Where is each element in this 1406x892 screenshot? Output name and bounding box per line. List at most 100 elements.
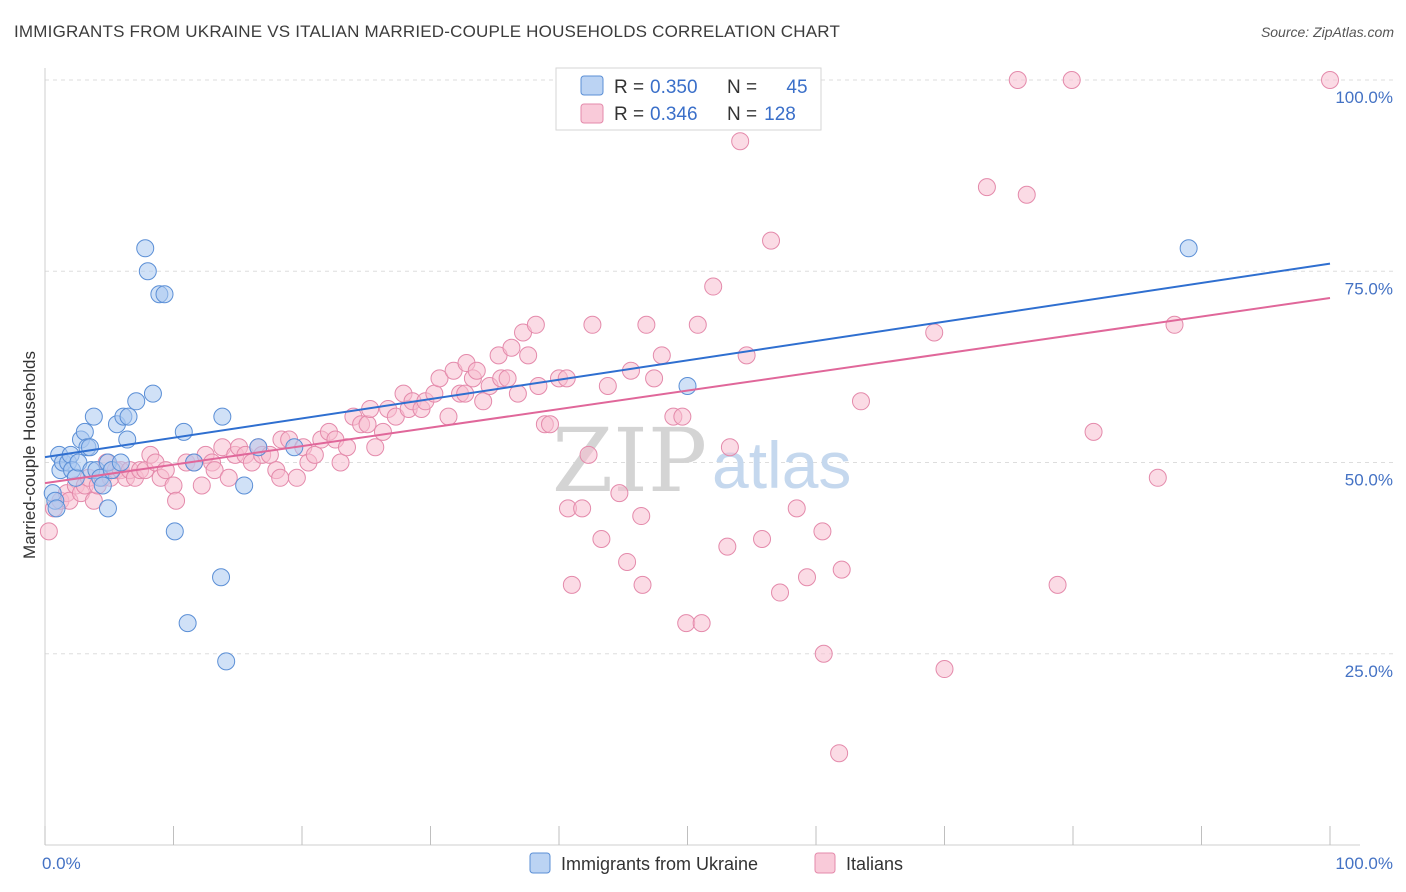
legend-r-value-1: 0.350 <box>650 77 698 98</box>
source-label: Source: ZipAtlas.com <box>1260 24 1394 40</box>
point-ukraine <box>143 384 162 403</box>
point-italians <box>1048 575 1067 594</box>
trend-line-italians <box>44 297 1331 485</box>
point-italians <box>219 468 238 487</box>
x-tick-label: 100.0% <box>1335 854 1393 873</box>
x-tick-label: 0.0% <box>42 854 81 873</box>
point-italians <box>1321 71 1339 89</box>
point-italians <box>519 346 538 365</box>
point-italians <box>704 277 723 296</box>
point-ukraine <box>178 614 197 633</box>
point-italians <box>474 392 493 411</box>
bottom-legend-ukraine: Immigrants from Ukraine <box>561 854 758 874</box>
point-italians <box>851 392 870 411</box>
trend-line-ukraine <box>44 262 1331 459</box>
point-italians <box>331 453 350 472</box>
point-italians <box>652 346 671 365</box>
point-ukraine <box>136 239 155 258</box>
y-tick-label: 75.0% <box>1345 279 1393 298</box>
y-tick-label: 25.0% <box>1345 662 1393 681</box>
point-italians <box>830 744 849 763</box>
chart-title: IMMIGRANTS FROM UKRAINE VS ITALIAN MARRI… <box>14 22 841 41</box>
legend-n-label-2: N = <box>727 104 757 125</box>
point-italians <box>373 422 392 441</box>
point-italians <box>977 178 996 197</box>
point-italians <box>562 575 581 594</box>
point-italians <box>167 491 186 510</box>
legend-swatch-ukraine <box>580 75 604 96</box>
point-italians <box>814 644 833 663</box>
point-italians <box>1148 468 1167 487</box>
point-italians <box>526 315 545 334</box>
point-ukraine <box>98 499 117 518</box>
y-tick-label: 100.0% <box>1335 88 1393 107</box>
point-italians <box>598 377 617 395</box>
point-ukraine <box>93 476 112 495</box>
legend-r-value-2: 0.346 <box>650 104 698 125</box>
point-italians <box>692 614 711 633</box>
point-italians <box>1062 71 1081 89</box>
point-italians <box>787 499 806 518</box>
point-italians <box>358 415 377 434</box>
point-italians <box>798 568 817 587</box>
point-ukraine <box>75 422 94 441</box>
point-italians <box>366 438 385 457</box>
point-italians <box>583 315 602 334</box>
point-italians <box>771 583 790 602</box>
point-italians <box>925 323 944 342</box>
point-italians <box>529 377 548 395</box>
point-italians <box>633 575 652 594</box>
point-italians <box>579 445 598 464</box>
series-italians-points <box>39 71 1339 763</box>
point-italians <box>271 468 290 487</box>
series-legend: Immigrants from Ukraine Italians <box>529 852 903 874</box>
point-italians <box>439 407 458 426</box>
trend-lines <box>44 262 1331 485</box>
point-italians <box>832 560 851 579</box>
point-italians <box>287 468 306 487</box>
legend-r-label-2: R = <box>614 104 644 125</box>
point-italians <box>762 231 781 250</box>
point-italians <box>192 476 211 495</box>
point-italians <box>618 552 637 571</box>
legend-n-value-1: 45 <box>786 77 807 98</box>
bottom-legend-italians: Italians <box>846 854 903 874</box>
point-ukraine <box>84 407 103 426</box>
point-italians <box>935 660 954 679</box>
point-ukraine <box>119 407 138 426</box>
point-italians <box>498 369 517 388</box>
point-ukraine <box>235 476 254 495</box>
point-italians <box>610 484 629 503</box>
legend-n-label-1: N = <box>727 77 757 98</box>
legend-swatch-italians <box>580 103 604 124</box>
bottom-legend-swatch-italians <box>814 852 836 874</box>
point-ukraine <box>212 568 231 587</box>
point-ukraine <box>217 652 236 671</box>
point-ukraine <box>127 392 146 411</box>
bottom-legend-swatch-ukraine <box>529 852 551 874</box>
point-italians <box>573 499 592 518</box>
point-ukraine <box>138 262 157 281</box>
point-ukraine <box>80 438 99 457</box>
legend-n-value-2: 128 <box>764 104 796 125</box>
correlation-legend: R = 0.350 N = 45 R = 0.346 N = 128 <box>555 67 822 131</box>
point-italians <box>731 132 750 151</box>
point-ukraine <box>1179 239 1198 258</box>
point-ukraine <box>165 522 184 541</box>
point-ukraine <box>47 499 66 518</box>
point-italians <box>1008 71 1027 89</box>
point-italians <box>720 438 739 457</box>
point-italians <box>467 361 486 380</box>
y-axis-title: Married-couple Households <box>20 351 39 559</box>
point-italians <box>1084 422 1103 441</box>
point-italians <box>813 522 832 541</box>
point-italians <box>39 522 58 541</box>
point-italians <box>637 315 656 334</box>
point-italians <box>645 369 664 388</box>
point-ukraine <box>213 407 232 426</box>
point-italians <box>430 369 449 388</box>
point-italians <box>205 461 224 480</box>
point-italians <box>753 530 772 548</box>
point-italians <box>737 346 756 365</box>
